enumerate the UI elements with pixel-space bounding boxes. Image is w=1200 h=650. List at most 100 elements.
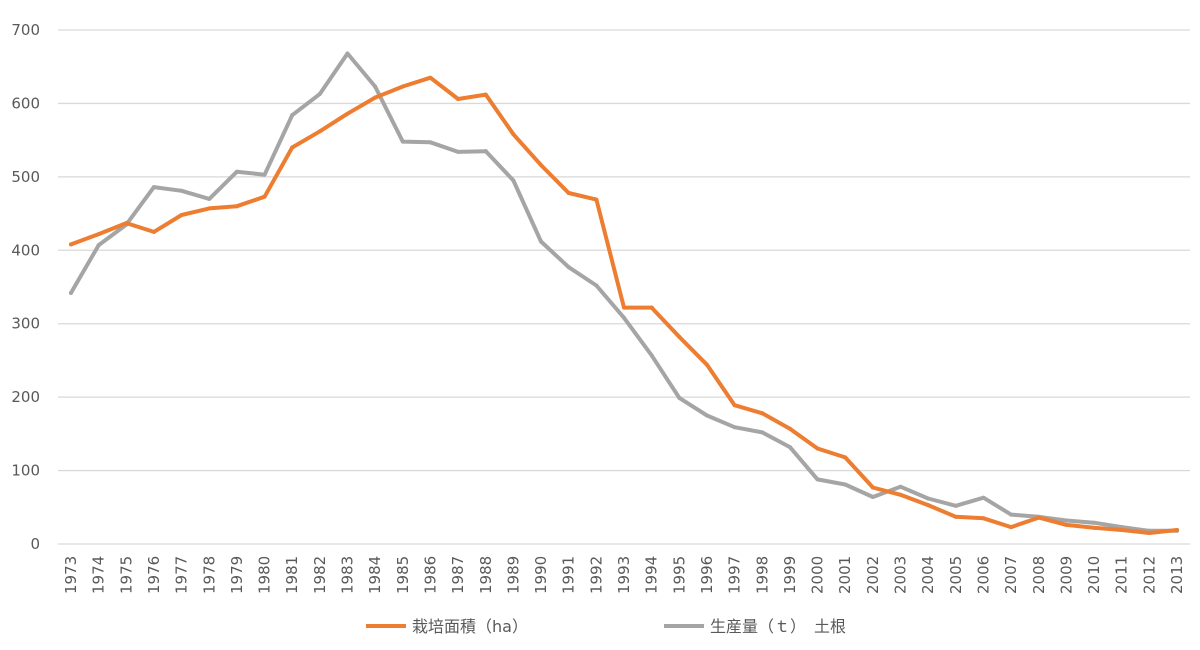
data-point bbox=[511, 132, 516, 137]
data-point bbox=[594, 197, 599, 202]
data-point bbox=[1147, 530, 1152, 535]
data-point bbox=[483, 92, 488, 97]
x-tick-label: 1986 bbox=[421, 556, 439, 594]
data-point bbox=[677, 334, 682, 339]
data-point bbox=[953, 514, 958, 519]
data-point bbox=[151, 229, 156, 234]
x-tick-label: 1984 bbox=[366, 556, 384, 594]
data-point bbox=[787, 426, 792, 431]
data-point bbox=[898, 484, 903, 489]
x-tick-label: 1996 bbox=[698, 556, 716, 594]
series-line-1 bbox=[69, 51, 1179, 533]
data-point bbox=[483, 149, 488, 154]
data-point bbox=[96, 243, 101, 248]
data-point bbox=[373, 95, 378, 100]
data-point bbox=[787, 445, 792, 450]
data-point bbox=[428, 75, 433, 80]
x-tick-label: 2013 bbox=[1168, 556, 1186, 594]
data-point bbox=[539, 163, 544, 168]
x-tick-label: 2009 bbox=[1057, 556, 1075, 594]
x-tick-label: 1991 bbox=[560, 556, 578, 594]
data-point bbox=[96, 232, 101, 237]
data-point bbox=[124, 221, 129, 226]
data-point bbox=[926, 503, 931, 508]
data-point bbox=[262, 172, 267, 177]
data-point bbox=[290, 113, 295, 118]
data-point bbox=[815, 477, 820, 482]
data-point bbox=[843, 455, 848, 460]
data-point bbox=[317, 91, 322, 96]
data-point bbox=[981, 516, 986, 521]
data-point bbox=[953, 503, 958, 508]
data-point bbox=[732, 403, 737, 408]
legend-label-production: 生産量（ｔ） 土根 bbox=[710, 617, 846, 636]
data-point bbox=[179, 213, 184, 218]
x-tick-label: 2003 bbox=[892, 556, 910, 594]
y-tick-label: 700 bbox=[11, 21, 40, 39]
y-tick-label: 500 bbox=[11, 168, 40, 186]
data-point bbox=[151, 185, 156, 190]
data-point bbox=[428, 140, 433, 145]
x-tick-label: 2000 bbox=[809, 556, 827, 594]
data-point bbox=[317, 129, 322, 134]
data-point bbox=[290, 145, 295, 150]
x-tick-label: 1995 bbox=[670, 556, 688, 594]
x-tick-label: 1974 bbox=[90, 556, 108, 594]
data-point bbox=[207, 196, 212, 201]
data-point bbox=[1092, 520, 1097, 525]
x-tick-label: 1997 bbox=[726, 556, 744, 594]
data-point bbox=[677, 395, 682, 400]
x-tick-label: 2008 bbox=[1030, 556, 1048, 594]
data-point bbox=[456, 97, 461, 102]
x-tick-label: 1989 bbox=[504, 556, 522, 594]
data-point bbox=[981, 495, 986, 500]
data-point bbox=[760, 411, 765, 416]
x-tick-label: 1992 bbox=[587, 556, 605, 594]
data-point bbox=[400, 84, 405, 89]
data-point bbox=[456, 149, 461, 154]
data-point bbox=[898, 492, 903, 497]
data-point bbox=[234, 204, 239, 209]
data-point bbox=[566, 265, 571, 270]
data-point bbox=[815, 446, 820, 451]
data-point bbox=[843, 482, 848, 487]
x-tick-label: 2004 bbox=[919, 556, 937, 594]
data-point bbox=[1009, 512, 1014, 517]
data-point bbox=[704, 413, 709, 418]
x-tick-label: 1980 bbox=[256, 556, 274, 594]
x-tick-label: 1983 bbox=[339, 556, 357, 594]
x-tick-label: 1994 bbox=[643, 556, 661, 594]
x-tick-label: 1979 bbox=[228, 556, 246, 594]
x-tick-label: 2012 bbox=[1140, 556, 1158, 594]
data-point bbox=[566, 191, 571, 196]
y-tick-label: 100 bbox=[11, 462, 40, 480]
data-point bbox=[345, 111, 350, 116]
data-point bbox=[1092, 525, 1097, 530]
data-point bbox=[649, 305, 654, 310]
data-point bbox=[69, 290, 73, 295]
data-point bbox=[511, 178, 516, 183]
data-point bbox=[373, 84, 378, 89]
y-tick-label: 300 bbox=[11, 315, 40, 333]
x-tick-label: 1982 bbox=[311, 556, 329, 594]
x-tick-label: 1988 bbox=[477, 556, 495, 594]
data-point bbox=[1119, 528, 1124, 533]
x-tick-label: 1985 bbox=[394, 556, 412, 594]
x-tick-label: 1981 bbox=[283, 556, 301, 594]
x-tick-label: 1993 bbox=[615, 556, 633, 594]
y-tick-label: 600 bbox=[11, 94, 40, 112]
data-point bbox=[1064, 518, 1069, 523]
x-tick-label: 1977 bbox=[173, 556, 191, 594]
data-point bbox=[760, 430, 765, 435]
data-point bbox=[649, 353, 654, 358]
data-point bbox=[1036, 515, 1041, 520]
x-tick-label: 2010 bbox=[1085, 556, 1103, 594]
data-point bbox=[234, 169, 239, 174]
x-tick-label: 2011 bbox=[1113, 556, 1131, 594]
y-tick-label: 0 bbox=[30, 535, 40, 553]
data-point bbox=[704, 362, 709, 367]
data-point bbox=[345, 51, 350, 56]
data-point bbox=[926, 496, 931, 501]
data-point bbox=[622, 315, 626, 320]
